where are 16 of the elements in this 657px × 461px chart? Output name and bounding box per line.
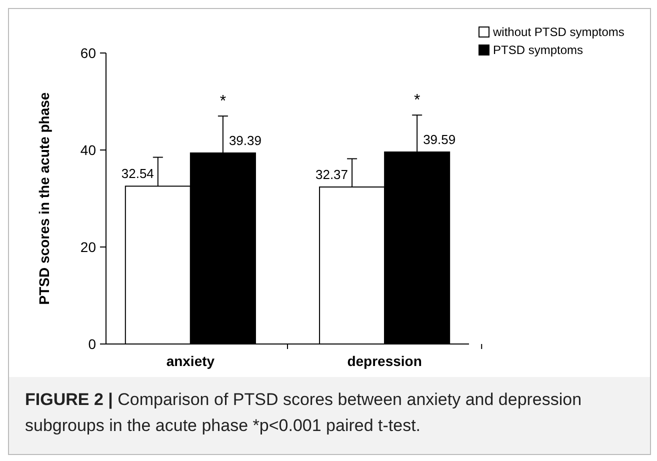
x-tick-label: anxiety: [166, 353, 215, 369]
data-label: 39.39: [228, 132, 262, 148]
legend-label: PTSD symptoms: [493, 43, 584, 57]
x-tick-label: depression: [347, 353, 422, 369]
data-label: 39.59: [423, 132, 456, 147]
annotation: *: [220, 93, 226, 110]
y-axis-title: PTSD scores in the acute phase: [36, 92, 52, 305]
y-tick-label: 20: [80, 238, 96, 255]
caption: FIGURE 2 | Comparison of PTSD scores between anxiety and depression subgroups in the acute phase *p<0.001 paired t-test.: [25, 390, 582, 435]
y-tick-label: 40: [80, 142, 96, 158]
y-tick-label: 60: [80, 44, 96, 61]
annotation: *: [414, 92, 420, 110]
data-label: 32.37: [315, 167, 348, 182]
y-tick-label: 0: [88, 336, 96, 352]
legend-label: without PTSD symptoms: [492, 25, 624, 39]
data-label: 32.54: [121, 166, 154, 182]
